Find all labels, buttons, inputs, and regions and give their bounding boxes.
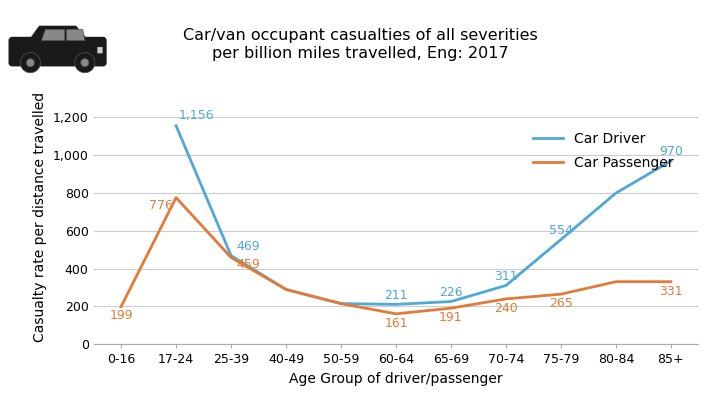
- X-axis label: Age Group of driver/passenger: Age Group of driver/passenger: [289, 372, 503, 386]
- Text: Car/van occupant casualties of all severities
per billion miles travelled, Eng: : Car/van occupant casualties of all sever…: [183, 28, 537, 61]
- Text: 265: 265: [549, 297, 573, 310]
- Text: 554: 554: [549, 224, 573, 237]
- FancyBboxPatch shape: [9, 38, 106, 66]
- Text: 459: 459: [237, 258, 261, 271]
- Text: 776: 776: [150, 198, 174, 211]
- Text: 1,156: 1,156: [179, 109, 215, 122]
- Text: 199: 199: [109, 309, 133, 322]
- Polygon shape: [67, 30, 85, 40]
- Circle shape: [81, 59, 89, 67]
- FancyBboxPatch shape: [97, 47, 102, 53]
- Text: 311: 311: [494, 270, 518, 283]
- Text: 191: 191: [439, 311, 463, 324]
- Text: 469: 469: [237, 240, 260, 253]
- Polygon shape: [30, 26, 88, 40]
- Text: 240: 240: [494, 302, 518, 315]
- Legend: Car Driver, Car Passenger: Car Driver, Car Passenger: [527, 127, 680, 175]
- Polygon shape: [42, 30, 65, 40]
- Text: 211: 211: [384, 288, 408, 302]
- Text: 161: 161: [384, 317, 408, 330]
- Circle shape: [20, 53, 40, 73]
- Circle shape: [75, 53, 95, 73]
- Circle shape: [27, 59, 35, 67]
- Text: 226: 226: [439, 286, 463, 299]
- Y-axis label: Casualty rate per distance travelled: Casualty rate per distance travelled: [33, 92, 48, 342]
- Text: 970: 970: [659, 145, 683, 158]
- Text: 331: 331: [659, 285, 683, 298]
